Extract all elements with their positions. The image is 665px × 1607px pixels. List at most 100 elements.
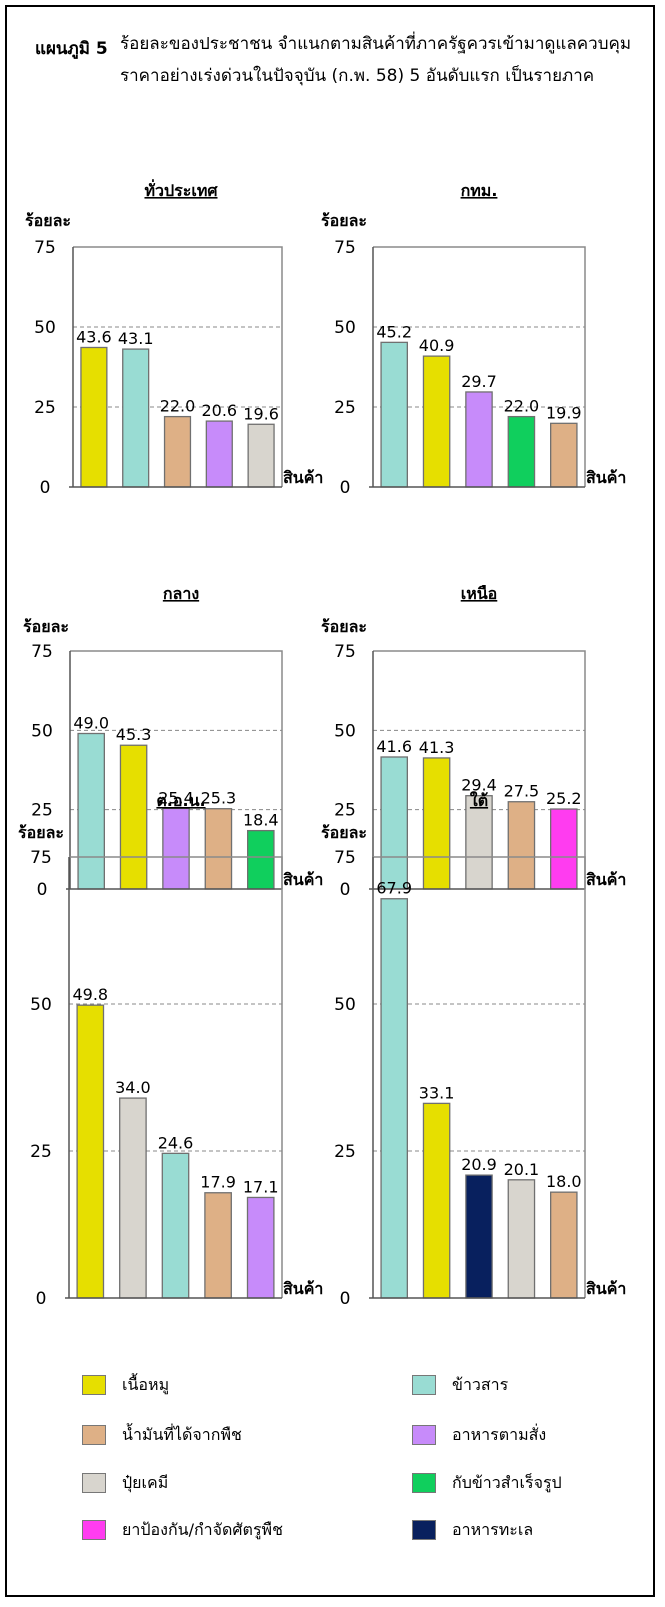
chart-whole-country-y-tick-label: 50 bbox=[34, 318, 56, 338]
chart-whole-country-data-label: 20.6 bbox=[201, 401, 237, 420]
legend-swatch-ready-food bbox=[412, 1473, 436, 1493]
chart-northeast-bar bbox=[204, 1192, 232, 1299]
chart-south-bar bbox=[465, 1174, 493, 1299]
chart-central-x-axis-title: สินค้า bbox=[283, 870, 324, 889]
chart-whole-country-data-label: 19.6 bbox=[243, 404, 279, 423]
chart-north-data-label: 27.5 bbox=[504, 782, 540, 801]
chart-whole-country-data-label: 43.6 bbox=[76, 327, 112, 346]
chart-south-bar bbox=[507, 1179, 536, 1299]
legend-label: น้ำมันที่ได้จากพืช bbox=[122, 1424, 242, 1444]
legend-item-feed: อาหารตามสั่ง bbox=[412, 1423, 546, 1447]
legend-swatch-seafood bbox=[412, 1520, 436, 1540]
chart-bangkok-x-axis-title: สินค้า bbox=[586, 468, 627, 487]
chart-north-y-tick-label: 25 bbox=[334, 801, 356, 821]
chart-south-y-tick-label: 75 bbox=[334, 848, 356, 868]
chart-central-data-label: 45.3 bbox=[116, 725, 152, 744]
chart-bangkok-bar bbox=[465, 391, 493, 488]
chart-central-bar bbox=[204, 808, 233, 890]
chart-central-data-label: 25.3 bbox=[201, 789, 237, 808]
chart-central-y-tick-label: 25 bbox=[31, 801, 53, 821]
legend-item-fertilizer: ปุ๋ยเคมี bbox=[82, 1471, 168, 1495]
legend-label: กับข้าวสำเร็จรูป bbox=[452, 1472, 562, 1492]
legend-item-rice: ข้าวสาร bbox=[412, 1373, 508, 1397]
chart-northeast-data-label: 24.6 bbox=[158, 1133, 194, 1152]
chart-bangkok-data-label: 40.9 bbox=[419, 336, 455, 355]
figure-label: แผนภูมิ 5 bbox=[35, 39, 108, 59]
legend-swatch-rice bbox=[412, 1375, 436, 1395]
chart-north-data-label: 25.2 bbox=[546, 789, 582, 808]
chart-south-data-label: 33.1 bbox=[419, 1083, 455, 1102]
legend-label: ปุ๋ยเคมี bbox=[122, 1472, 169, 1492]
chart-bangkok-y-axis-title: ร้อยละ bbox=[321, 211, 367, 230]
chart-northeast-bar bbox=[161, 1152, 190, 1299]
chart-north-data-label: 29.4 bbox=[461, 776, 497, 795]
legend-label: อาหารตามสั่ง bbox=[452, 1424, 547, 1444]
figure-frame bbox=[5, 5, 655, 1597]
chart-south-data-label: 20.9 bbox=[461, 1155, 497, 1174]
chart-south-data-label: 20.1 bbox=[504, 1160, 540, 1179]
chart-north-y-tick-label: 50 bbox=[334, 721, 356, 741]
chart-whole-country-y-tick-label: 25 bbox=[34, 398, 56, 418]
chart-bangkok-data-label: 19.9 bbox=[546, 403, 582, 422]
chart-bangkok-data-label: 45.2 bbox=[376, 322, 412, 341]
chart-whole-country-bar bbox=[247, 423, 275, 488]
chart-north-data-label: 41.6 bbox=[376, 737, 412, 756]
chart-central-data-label: 25.4 bbox=[158, 788, 194, 807]
chart-south-y-tick-label: 25 bbox=[334, 1142, 356, 1162]
chart-central-bar bbox=[247, 829, 275, 890]
chart-bangkok-bar bbox=[507, 415, 536, 488]
chart-bangkok-data-label: 29.7 bbox=[461, 372, 497, 391]
legend-label: ข้าวสาร bbox=[452, 1374, 509, 1394]
chart-north-data-label: 41.3 bbox=[419, 738, 455, 757]
chart-south-bar bbox=[380, 898, 408, 1299]
chart-central-bar bbox=[77, 732, 105, 890]
chart-bangkok-y-tick-label: 75 bbox=[334, 238, 356, 258]
chart-north-title: เหนือ bbox=[461, 584, 498, 603]
chart-central-y-axis-title: ร้อยละ bbox=[23, 617, 69, 636]
chart-whole-country-y-tick-label: 0 bbox=[40, 478, 51, 498]
legend-item-pesticide: ยาป้องกัน/กำจัดศัตรูพืช bbox=[82, 1518, 283, 1542]
legend-swatch-feed bbox=[412, 1425, 436, 1445]
chart-north-bar bbox=[380, 756, 408, 890]
chart-whole-country-x-axis-title: สินค้า bbox=[283, 468, 324, 487]
chart-whole-country-title: ทั่วประเทศ bbox=[144, 179, 218, 200]
chart-northeast-data-label: 17.1 bbox=[243, 1177, 279, 1196]
legend-label: เนื้อหมู bbox=[122, 1374, 170, 1394]
chart-bangkok-bar bbox=[550, 422, 578, 488]
chart-northeast-title: ต.อ.น. bbox=[156, 791, 205, 810]
legend-item-oil: น้ำมันที่ได้จากพืช bbox=[82, 1423, 242, 1447]
chart-northeast-data-label: 17.9 bbox=[200, 1173, 236, 1192]
chart-south-bar bbox=[550, 1191, 578, 1299]
chart-bangkok-y-tick-label: 0 bbox=[340, 478, 351, 498]
chart-bangkok-bar bbox=[380, 341, 408, 488]
chart-south-y-tick-label: 50 bbox=[334, 995, 356, 1015]
legend-swatch-fertilizer bbox=[82, 1473, 106, 1493]
chart-whole-country-data-label: 22.0 bbox=[160, 397, 196, 416]
chart-whole-country-data-label: 43.1 bbox=[118, 329, 154, 348]
chart-south-title: ใต้ bbox=[470, 791, 488, 810]
chart-northeast-y-tick-label: 50 bbox=[30, 995, 52, 1015]
chart-whole-country-y-tick-label: 75 bbox=[34, 238, 56, 258]
chart-bangkok-data-label: 22.0 bbox=[504, 397, 540, 416]
chart-central-title: กลาง bbox=[163, 584, 199, 603]
chart-south-data-label: 18.0 bbox=[546, 1172, 582, 1191]
chart-north-bar bbox=[422, 757, 451, 890]
chart-northeast-bar bbox=[76, 1004, 105, 1299]
legend-item-ready-food: กับข้าวสำเร็จรูป bbox=[412, 1471, 562, 1495]
chart-northeast-x-axis-title: สินค้า bbox=[283, 1279, 324, 1298]
chart-northeast-data-label: 49.8 bbox=[72, 985, 108, 1004]
legend-item-seafood: อาหารทะเล bbox=[412, 1518, 533, 1542]
chart-north-bar bbox=[465, 795, 493, 890]
chart-north-x-axis-title: สินค้า bbox=[586, 870, 627, 889]
chart-northeast-y-axis-title: ร้อยละ bbox=[18, 823, 64, 842]
chart-northeast-data-label: 34.0 bbox=[115, 1078, 151, 1097]
chart-central-y-tick-label: 75 bbox=[31, 642, 53, 662]
chart-central-bar bbox=[119, 744, 148, 890]
chart-northeast-y-tick-label: 25 bbox=[30, 1142, 52, 1162]
chart-north-y-tick-label: 0 bbox=[340, 880, 351, 900]
chart-northeast-y-tick-label: 75 bbox=[30, 848, 52, 868]
chart-whole-country-y-axis-title: ร้อยละ bbox=[25, 211, 71, 230]
chart-north-bar bbox=[507, 801, 536, 890]
chart-south-x-axis-title: สินค้า bbox=[586, 1279, 627, 1298]
chart-south-y-tick-label: 0 bbox=[340, 1289, 351, 1309]
